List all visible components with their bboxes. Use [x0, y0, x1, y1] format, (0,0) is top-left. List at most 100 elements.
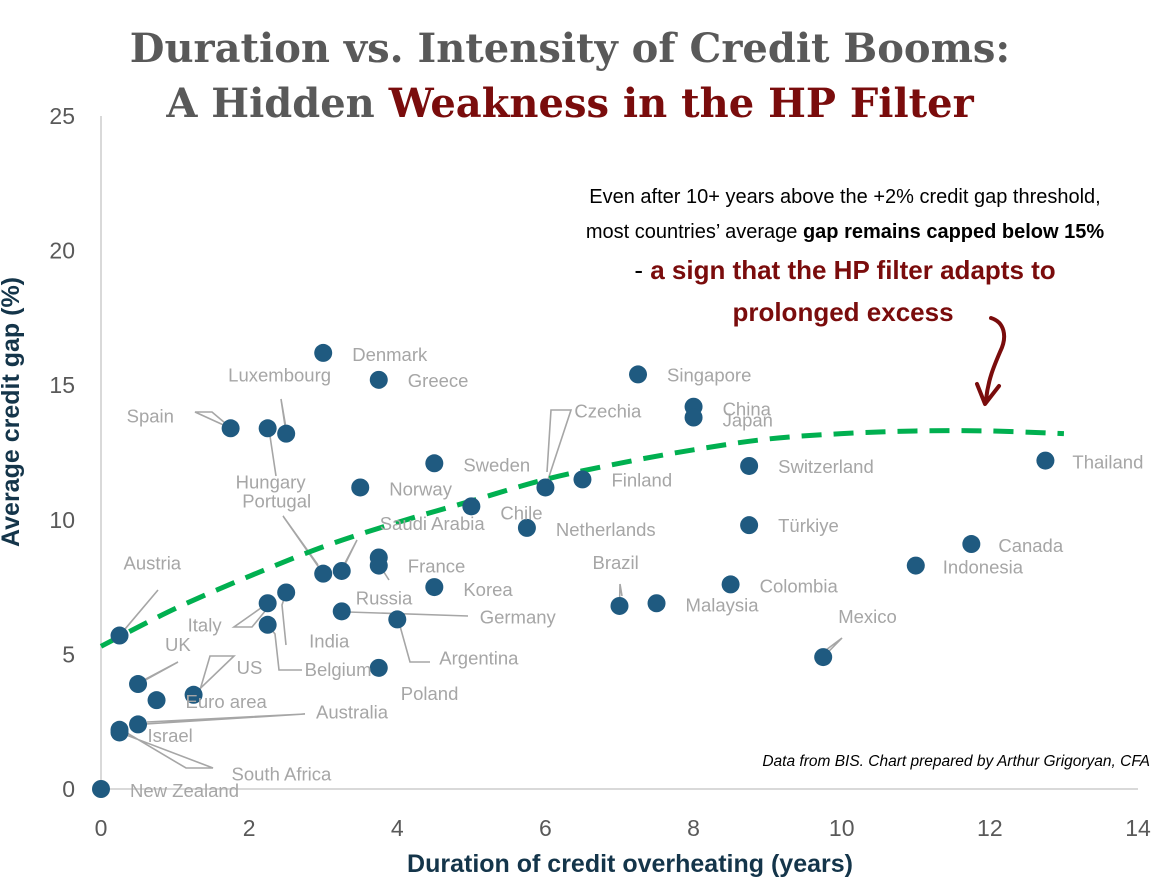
- data-point: [314, 564, 333, 583]
- y-tick-label: 25: [49, 103, 75, 129]
- point-label: Singapore: [667, 364, 751, 385]
- data-point: [277, 424, 296, 443]
- point-label: Russia: [356, 587, 413, 608]
- x-tick-label: 14: [1125, 815, 1151, 841]
- point-label: US: [237, 657, 263, 678]
- chart-title-prefix: A Hidden: [165, 80, 388, 127]
- leader-line: [193, 655, 236, 696]
- trend-line: [99, 428, 1065, 649]
- data-point: [610, 596, 629, 615]
- data-point: [147, 691, 166, 710]
- data-point: [129, 675, 148, 694]
- point-label: Israel: [148, 725, 193, 746]
- point-label: Netherlands: [556, 519, 656, 540]
- annotation-arrow-icon: [975, 316, 1007, 406]
- data-point: [369, 370, 388, 389]
- point-label: Italy: [188, 614, 223, 635]
- point-label: New Zealand: [130, 780, 239, 801]
- point-label: Euro area: [186, 691, 268, 712]
- x-tick-label: 2: [243, 815, 256, 841]
- point-label: Portugal: [242, 491, 311, 512]
- point-label: Mexico: [838, 606, 897, 627]
- chart-title-highlight: Weakness in the HP Filter: [388, 80, 975, 127]
- point-label: Greece: [408, 370, 469, 391]
- x-tick-label: 4: [391, 815, 404, 841]
- data-point: [814, 648, 833, 667]
- source-note: Data from BIS. Chart prepared by Arthur …: [762, 753, 1150, 770]
- y-tick-labels: 0 5 10 15 20 25: [49, 103, 75, 802]
- annotation-line2-plain: most countries’ average: [586, 221, 803, 243]
- point-label: Argentina: [439, 647, 519, 668]
- chart-title-line2: A Hidden Weakness in the HP Filter: [165, 80, 974, 127]
- data-point: [92, 780, 110, 798]
- point-label: Malaysia: [686, 594, 760, 615]
- leader-line: [280, 398, 287, 434]
- leader-line: [118, 589, 159, 637]
- leader-line: [194, 411, 231, 429]
- data-point: [684, 408, 703, 427]
- point-label: Spain: [127, 405, 174, 426]
- data-point: [388, 610, 407, 629]
- point-label: Saudi Arabia: [380, 513, 486, 534]
- annotation-line3-dash: -: [634, 255, 650, 285]
- annotation-line4: prolonged excess: [732, 297, 953, 327]
- point-label: Denmark: [352, 344, 428, 365]
- point-label: Indonesia: [943, 557, 1024, 578]
- x-tick-label: 12: [977, 815, 1003, 841]
- data-point: [425, 578, 444, 597]
- point-label: UK: [165, 634, 191, 655]
- point-label: India: [309, 630, 350, 651]
- data-point: [369, 548, 388, 567]
- data-point: [221, 419, 240, 438]
- y-tick-label: 10: [49, 507, 75, 533]
- chart-title-line1: Duration vs. Intensity of Credit Booms:: [130, 25, 1010, 72]
- annotation-line2-bold: gap remains capped below 15%: [803, 221, 1104, 243]
- data-point: [425, 454, 444, 473]
- point-label: Colombia: [760, 575, 839, 596]
- data-point: [129, 715, 148, 734]
- y-axis-title: Average credit gap (%): [0, 277, 25, 547]
- leader-line: [137, 713, 306, 726]
- data-point: [184, 685, 203, 704]
- leader-line: [137, 661, 179, 685]
- annotation-line1: Even after 10+ years above the +2% credi…: [589, 186, 1100, 208]
- leader-line: [231, 602, 269, 628]
- point-label: Chile: [500, 502, 542, 523]
- point-label: Sweden: [463, 454, 530, 475]
- leader-line: [341, 539, 358, 572]
- data-point: [536, 478, 555, 497]
- point-label: Poland: [401, 683, 459, 704]
- leader-line: [119, 731, 214, 769]
- point-label: Czechia: [574, 400, 642, 421]
- point-label: Austria: [124, 553, 182, 574]
- annotation-line3: - a sign that the HP filter adapts to: [634, 255, 1055, 285]
- point-labels: Denmark Greece Luxembourg Spain Hungary Singa…: [124, 344, 1144, 801]
- x-tick-label: 0: [95, 815, 108, 841]
- data-point: [332, 602, 351, 621]
- leader-line: [282, 515, 324, 575]
- data-point: [517, 518, 536, 537]
- point-label: Canada: [998, 535, 1064, 556]
- point-label: Belgium: [305, 659, 372, 680]
- data-point: [906, 556, 925, 575]
- data-point: [740, 456, 759, 475]
- x-tick-label: 10: [829, 815, 855, 841]
- data-point: [573, 470, 592, 489]
- x-tick-label: 8: [687, 815, 700, 841]
- data-point: [369, 658, 388, 677]
- data-point: [110, 626, 129, 645]
- data-point: [351, 478, 370, 497]
- x-tick-labels: 0 2 4 6 8 10 12 14: [95, 815, 1151, 841]
- annotation-line2: most countries’ average gap remains capp…: [586, 221, 1105, 243]
- y-tick-label: 20: [49, 238, 75, 264]
- data-point: [462, 497, 481, 516]
- data-point: [258, 615, 277, 634]
- point-label: Japan: [723, 410, 773, 431]
- data-point: [647, 594, 666, 613]
- point-label: Germany: [480, 606, 557, 627]
- y-tick-label: 15: [49, 372, 75, 398]
- point-label: Brazil: [593, 552, 639, 573]
- x-tick-label: 6: [539, 815, 552, 841]
- point-label: Australia: [316, 701, 389, 722]
